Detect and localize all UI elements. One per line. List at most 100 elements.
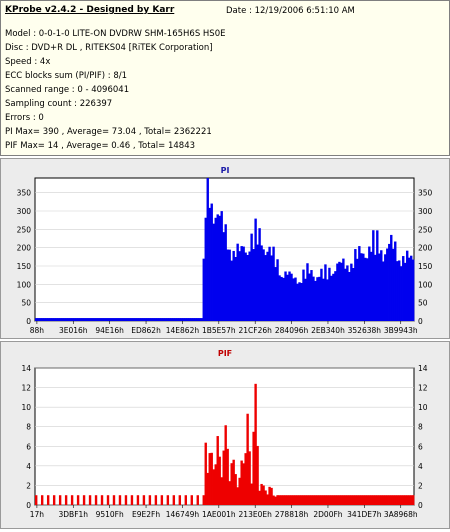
pi-bar: [366, 258, 369, 321]
pif-bar: [290, 495, 293, 505]
pi-bar: [286, 274, 289, 321]
pif-bar: [402, 495, 405, 505]
pi-bar: [322, 278, 325, 321]
pif-summary-line: PIF Max= 14 , Average= 0.46 , Total= 148…: [5, 141, 196, 151]
pi-bar: [340, 262, 343, 321]
pif-bar: [310, 495, 313, 505]
pi-bar: [338, 261, 341, 321]
scan-date: Date : 12/19/2006 6:51:10 AM: [226, 6, 355, 16]
pif-x-tick-label: 17h: [30, 510, 45, 519]
pif-bar: [160, 495, 164, 505]
pi-bar: [38, 318, 42, 321]
pi-y-tick-left: 0: [26, 317, 31, 326]
pi-y-tick-left: 150: [17, 262, 32, 271]
pif-bar: [202, 495, 205, 505]
pif-bar: [256, 445, 259, 505]
pif-bar: [260, 483, 263, 505]
pi-bar: [274, 267, 277, 321]
pi-y-tick-left: 100: [17, 280, 32, 289]
pi-bar: [312, 276, 315, 321]
pif-x-tick-label: 2D00Fh: [313, 510, 342, 519]
pi-x-tick-label: 88h: [30, 326, 45, 335]
pif-bar: [344, 495, 347, 505]
pi-bar: [164, 318, 168, 321]
pi-bar: [404, 262, 407, 321]
pif-bar: [388, 495, 391, 505]
pi-bar: [360, 253, 363, 321]
pif-bar: [304, 495, 307, 505]
pi-bar: [412, 259, 415, 321]
pi-bar: [220, 211, 223, 321]
pi-bar: [116, 318, 120, 321]
pi-chart-title: PI: [220, 166, 230, 175]
pif-bar: [318, 495, 321, 505]
pi-bar: [238, 251, 241, 321]
pi-bar: [382, 261, 385, 321]
pi-bar: [92, 318, 96, 321]
pi-bar: [376, 230, 379, 321]
pi-bar: [86, 318, 90, 321]
pif-bar: [322, 495, 325, 505]
pif-y-tick-left: 10: [21, 403, 31, 412]
pi-x-tick-label: 3E016h: [59, 326, 88, 335]
pi-bar: [102, 318, 106, 321]
model-line: Model : 0-0-1-0 LITE-ON DVDRW SHM-165H6S…: [5, 29, 226, 39]
pif-bar: [272, 495, 275, 505]
pi-bar: [300, 282, 303, 321]
pi-y-tick-right: 350: [418, 189, 433, 198]
pi-bar: [224, 224, 227, 321]
pif-bar: [286, 495, 289, 505]
pi-bar: [46, 318, 50, 321]
pi-bar: [374, 254, 377, 321]
pif-bar: [302, 495, 305, 505]
pif-bar: [166, 495, 170, 505]
pi-bar: [104, 318, 108, 321]
pif-bar: [124, 495, 128, 505]
pif-bar: [246, 413, 249, 505]
pif-bar: [278, 495, 281, 505]
pif-bar: [342, 495, 345, 505]
pi-bar: [252, 249, 255, 321]
pif-bar: [356, 495, 359, 505]
pif-y-tick-right: 2: [418, 481, 423, 490]
pi-bar: [94, 318, 98, 321]
pif-bar: [224, 425, 227, 505]
pif-bar: [234, 474, 237, 505]
pif-bar: [196, 495, 199, 505]
pi-bar: [126, 318, 130, 321]
pi-bar: [396, 261, 399, 321]
pi-bar: [206, 178, 209, 321]
pi-y-tick-left: 200: [17, 244, 32, 253]
pif-bar: [270, 487, 273, 505]
pi-y-tick-right: 150: [418, 262, 433, 271]
pi-bar: [214, 217, 217, 321]
pi-bar: [304, 278, 307, 321]
pif-bar: [206, 472, 209, 505]
pif-bar: [298, 495, 301, 505]
pi-bar: [406, 250, 409, 321]
pif-chart: 0 0 2 2 4 4 6 6 8 8 10 10 12 12 14 14 17h 3DBF1h 9510Fh E9E…: [21, 364, 427, 519]
pif-bar: [274, 496, 277, 505]
pif-bar: [382, 495, 385, 505]
pi-bar: [88, 318, 92, 321]
pi-y-tick-right: 300: [418, 207, 433, 216]
pi-bar: [244, 252, 247, 321]
pi-bar: [210, 203, 213, 321]
pi-bar: [368, 246, 371, 321]
pif-y-tick-left: 8: [26, 423, 31, 432]
pif-x-tick-label: 9510Fh: [96, 510, 124, 519]
pi-bar: [52, 318, 56, 321]
pif-y-tick-right: 4: [418, 462, 423, 471]
pif-chart-panel: PIF 0 0 2 2 4 4 6 6 8 8 10 10 12 12 14 14 17h 3DBF1h 9510F…: [0, 341, 450, 529]
pi-bar: [78, 318, 82, 321]
pi-bar: [160, 318, 164, 321]
pi-summary-line: PI Max= 390 , Average= 73.04 , Total= 23…: [5, 127, 212, 137]
pif-y-tick-left: 0: [26, 501, 31, 510]
pif-bar: [76, 495, 80, 505]
pi-bar: [180, 318, 184, 321]
pif-bar: [240, 460, 243, 505]
pi-bar: [292, 278, 295, 321]
pi-bar: [298, 282, 301, 321]
pi-bar: [402, 256, 405, 321]
pif-bar: [390, 495, 393, 505]
